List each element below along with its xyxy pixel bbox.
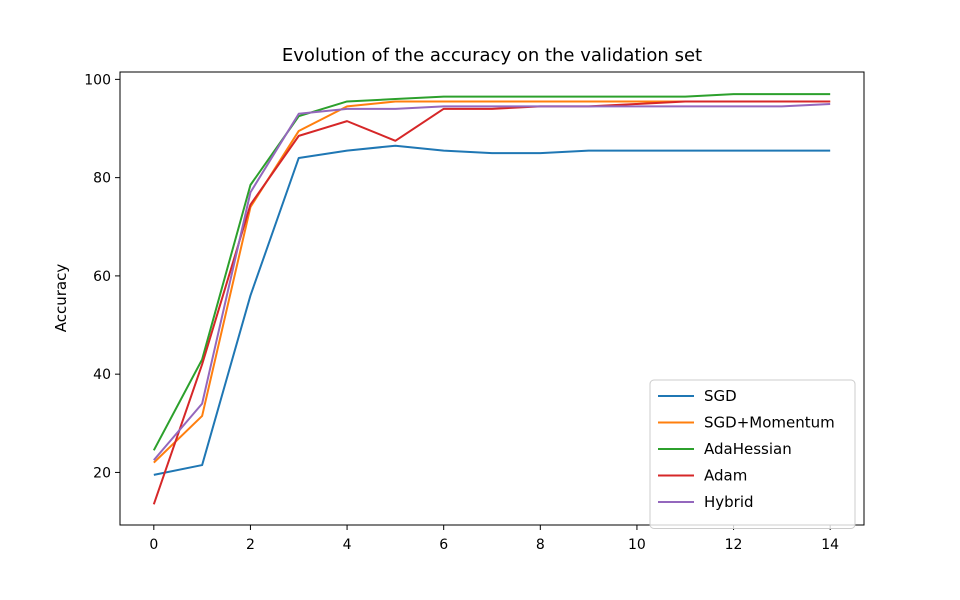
series-line-adahessian (152, 93, 831, 451)
legend-label-adam: Adam (704, 467, 747, 485)
y-tick-label: 80 (93, 171, 111, 187)
axes-frame (119, 71, 865, 526)
x-tick-label: 14 (821, 537, 839, 553)
legend-label-sgd-momentum: SGD+Momentum (704, 414, 835, 432)
series-line-hybrid (153, 102, 831, 461)
y-tick-label: 20 (93, 465, 111, 481)
axes: 0 2 4 6 8 10 12 14 20 40 60 80 100 (84, 71, 865, 553)
legend: SGD SGD+Momentum AdaHessian Adam Hybrid (649, 379, 856, 529)
legend-label-adahessian: AdaHessian (704, 440, 792, 458)
x-tick-label: 6 (439, 537, 448, 553)
y-tick-label: 40 (93, 367, 111, 383)
y-tick-label: 60 (93, 269, 111, 285)
chart-title: Evolution of the accuracy on the validat… (282, 45, 702, 66)
x-tick-label: 0 (149, 537, 158, 553)
y-axis-label: Accuracy (52, 264, 70, 333)
plot-area (152, 93, 831, 505)
x-tick-label: 12 (725, 537, 743, 553)
series-line-adam (152, 100, 831, 505)
x-tick-label: 4 (343, 537, 352, 553)
legend-label-sgd: SGD (704, 387, 737, 405)
series-line-sgd (153, 144, 831, 476)
x-tick-label: 8 (536, 537, 545, 553)
x-tick-label: 2 (246, 537, 255, 553)
legend-label-hybrid: Hybrid (704, 493, 754, 511)
x-tick-label: 10 (628, 537, 646, 553)
y-tick-label: 100 (84, 72, 111, 88)
legend-box (649, 379, 856, 529)
